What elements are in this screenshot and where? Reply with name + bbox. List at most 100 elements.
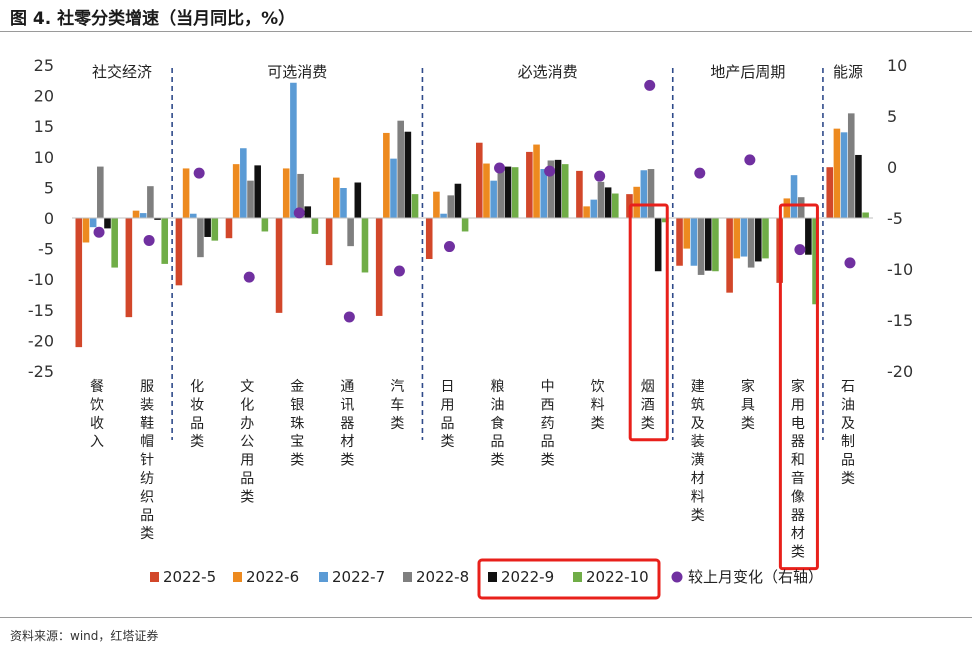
category-label: 建筑及装潢材料类 <box>691 379 705 524</box>
bar-2022-10 <box>161 218 169 264</box>
category-label: 中西药品类 <box>541 379 555 469</box>
legend-swatch-2022-7 <box>319 572 328 582</box>
bar-2022-5 <box>375 218 383 316</box>
right-tick-label: 0 <box>887 158 897 177</box>
bar-2022-5 <box>125 218 133 318</box>
bar-2022-9 <box>204 218 211 237</box>
bar-2022-10 <box>662 218 669 223</box>
bar-2022-8 <box>497 165 505 218</box>
mom-change-dot <box>343 311 355 323</box>
bar-2022-10 <box>511 167 519 218</box>
mom-change-dot <box>494 162 506 174</box>
bar-2022-9 <box>404 131 412 218</box>
bar-2022-5 <box>275 218 283 313</box>
bar-2022-5 <box>476 142 483 218</box>
bar-2022-6 <box>733 218 741 259</box>
bar-2022-8 <box>447 195 455 218</box>
legend-label: 2022-9 <box>501 568 554 586</box>
bar-2022-8 <box>647 169 655 218</box>
bar-2022-5 <box>676 218 683 266</box>
right-tick-label: -20 <box>887 362 913 381</box>
legend-label: 2022-10 <box>586 568 649 586</box>
bar-2022-8 <box>97 166 104 218</box>
legend-label: 2022-7 <box>332 568 385 586</box>
category-label: 汽车类 <box>390 379 404 432</box>
legend-label: 较上月变化（右轴） <box>688 568 823 586</box>
bar-2022-5 <box>526 151 533 218</box>
bar-2022-5 <box>325 218 333 266</box>
bar-2022-5 <box>225 218 233 239</box>
mom-change-dot <box>393 265 405 277</box>
mom-change-dot <box>594 170 606 182</box>
bar-2022-7 <box>540 169 547 218</box>
bar-2022-9 <box>454 183 462 218</box>
bar-2022-10 <box>762 218 769 259</box>
left-y-axis: 25 20 15 10 5 0 -5 -10 -15 -20 -25 <box>28 56 54 381</box>
left-tick-label: -5 <box>38 240 54 259</box>
right-y-axis: 10 5 0 -5 -10 -15 -20 <box>887 56 913 381</box>
bar-2022-8 <box>197 218 204 258</box>
bar-2022-5 <box>75 218 83 348</box>
bar-2022-7 <box>139 213 147 218</box>
group-label: 必选消费 <box>518 63 578 81</box>
bar-2022-5 <box>576 170 583 218</box>
bar-2022-10 <box>712 218 719 272</box>
legend-highlight-box <box>477 558 661 600</box>
right-tick-label: -15 <box>887 311 913 330</box>
bar-2022-6 <box>82 218 90 243</box>
bar-2022-6 <box>132 210 140 218</box>
bar-2022-8 <box>747 218 755 268</box>
bar-2022-8 <box>547 160 555 218</box>
bar-2022-8 <box>697 218 705 275</box>
bar-2022-7 <box>640 170 648 218</box>
bar-2022-6 <box>483 163 490 218</box>
bar-2022-7 <box>490 180 497 218</box>
bar-2022-10 <box>461 218 469 232</box>
group-dividers <box>171 68 824 440</box>
bar-2022-6 <box>433 191 440 218</box>
mom-change-dot <box>293 207 305 219</box>
bar-2022-7 <box>840 132 848 218</box>
mom-change-dot <box>93 226 105 238</box>
bar-2022-7 <box>790 175 798 218</box>
legend: 2022-5 2022-6 2022-7 2022-8 2022-9 2022-10 较上月… <box>150 558 823 600</box>
category-label: 日用品类 <box>440 379 454 450</box>
highlight-boxes <box>628 203 819 571</box>
mom-change-dot <box>443 241 455 253</box>
bar-2022-7 <box>189 213 197 218</box>
bar-2022-9 <box>604 187 612 218</box>
top-divider <box>0 31 972 32</box>
mom-change-dot <box>844 257 856 269</box>
bar-2022-9 <box>654 218 662 272</box>
left-tick-label: 25 <box>34 56 54 75</box>
mom-change-dot <box>744 154 756 166</box>
highlight-box <box>628 203 669 442</box>
bar-2022-10 <box>111 218 118 268</box>
bar-2022-6 <box>583 206 590 218</box>
legend-swatch-2022-6 <box>233 572 242 582</box>
left-tick-label: -20 <box>28 331 54 350</box>
bar-2022-5 <box>175 218 183 286</box>
left-tick-label: -25 <box>28 362 54 381</box>
bar-2022-7 <box>740 218 748 257</box>
mom-change-dots <box>93 79 856 323</box>
mom-change-dot <box>143 234 155 246</box>
bar-2022-7 <box>89 218 97 228</box>
source-note: 资料来源：wind，红塔证券 <box>10 629 159 643</box>
bar-2022-8 <box>247 180 254 218</box>
legend-swatch-2022-9 <box>488 572 497 582</box>
bar-2022-6 <box>282 168 290 218</box>
bars-layer <box>75 82 869 348</box>
legend-label: 2022-5 <box>163 568 216 586</box>
mom-change-dot <box>794 244 806 256</box>
bar-2022-10 <box>561 164 569 218</box>
category-label: 饮料类 <box>591 379 605 432</box>
bar-2022-10 <box>361 218 369 273</box>
bar-2022-9 <box>104 218 111 229</box>
bar-2022-8 <box>597 181 605 218</box>
bar-2022-10 <box>261 218 269 232</box>
bar-2022-9 <box>504 166 512 218</box>
mom-change-dot <box>694 167 706 179</box>
bar-2022-7 <box>690 218 698 266</box>
bar-2022-6 <box>232 164 240 218</box>
